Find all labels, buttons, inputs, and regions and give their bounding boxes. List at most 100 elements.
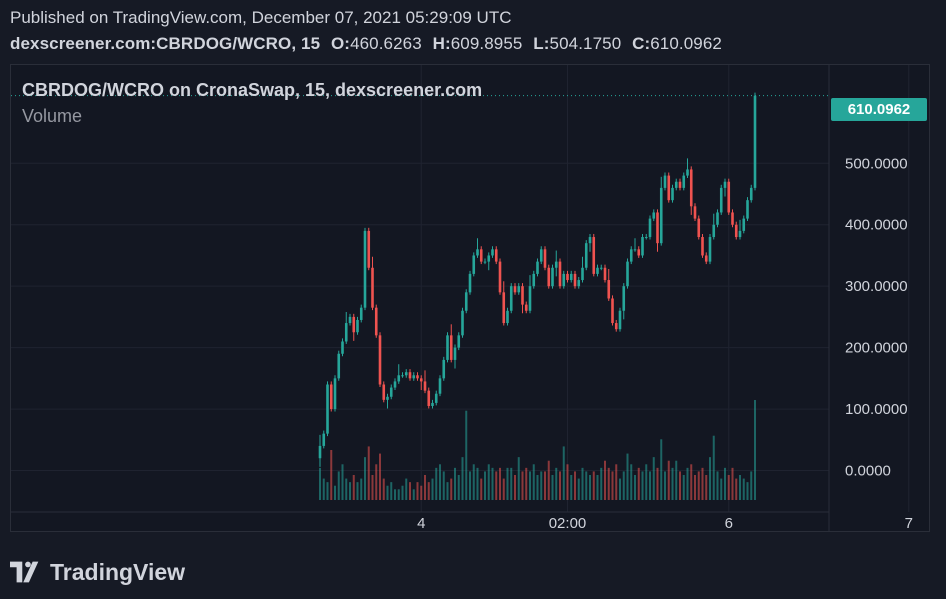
candle-body [622, 286, 626, 311]
volume-bar [574, 471, 576, 500]
volume-bar [544, 471, 546, 500]
y-tick-label: 0.0000 [845, 463, 891, 480]
volume-bar [607, 467, 610, 500]
volume-bar [427, 482, 430, 500]
candle-body [746, 200, 749, 219]
volume-bar [532, 464, 535, 500]
x-tick-label: 6 [725, 515, 733, 532]
volume-bar [326, 482, 329, 500]
volume-bar [424, 475, 426, 500]
ohlc-line: dexscreener.com:CBRDOG/WCRO, 15 O:460.62… [10, 34, 722, 54]
volume-bar [341, 464, 344, 500]
candle-body [558, 261, 562, 287]
volume-bar [502, 478, 505, 500]
volume-bar [386, 485, 389, 500]
chart-frame [10, 64, 930, 532]
candle-body [528, 286, 532, 311]
candle-body [329, 384, 333, 410]
close-value: 610.0962 [650, 34, 722, 53]
candle-body [637, 249, 641, 256]
y-tick-label: 500.0000 [845, 155, 908, 172]
tradingview-logo-icon [10, 561, 39, 583]
candle-body [626, 261, 629, 287]
candle-body [464, 292, 468, 311]
volume-bar [754, 400, 756, 500]
candle-body [401, 375, 404, 377]
candle-body [479, 249, 483, 262]
open-value: 460.6263 [350, 34, 422, 53]
candle-body [461, 310, 464, 336]
volume-bar [682, 475, 685, 500]
candle-body [678, 181, 682, 188]
volume-bar [679, 471, 681, 500]
volume-bar [701, 467, 704, 500]
high-label: H: [432, 34, 451, 53]
candle-body [731, 212, 734, 225]
volume-bar [439, 464, 441, 500]
volume-bar [337, 471, 340, 500]
candle-body [483, 261, 487, 263]
candle-body [348, 316, 352, 324]
candle-body [603, 267, 607, 281]
volume-bar [330, 450, 333, 500]
volume-bar [559, 471, 561, 500]
volume-bar [375, 464, 378, 500]
candle-body [326, 384, 329, 434]
volume-bar [720, 478, 723, 500]
volume-bar [405, 478, 408, 500]
candle-body [719, 187, 723, 213]
candle-body [423, 381, 427, 391]
symbol-label: dexscreener.com:CBRDOG/WCRO, 15 [10, 34, 321, 53]
y-tick-label: 200.0000 [845, 340, 908, 357]
candle-body [318, 445, 322, 459]
close-label: C: [632, 34, 651, 53]
volume-bar [750, 471, 753, 500]
volume-bar [457, 475, 460, 500]
candle-body [723, 181, 727, 188]
candle-body [629, 249, 633, 262]
volume-bar [484, 471, 486, 500]
volume-bar [630, 464, 633, 500]
open-label: O: [330, 34, 351, 53]
candle-body [738, 230, 742, 238]
volume-bar [495, 471, 498, 500]
candle-body [596, 267, 599, 274]
volume-bar [566, 464, 569, 500]
volume-bar [712, 435, 715, 500]
volume-bar [555, 467, 558, 500]
volume-bar [619, 478, 621, 500]
volume-bar [416, 482, 419, 500]
volume-bar [487, 464, 490, 500]
candle-body [457, 335, 461, 348]
tradingview-brand[interactable]: TradingView [10, 558, 185, 586]
candle-body [577, 280, 581, 287]
volume-bar [694, 475, 696, 500]
candle-body [547, 267, 551, 287]
candle-body [491, 249, 494, 256]
x-tick-label: 4 [417, 515, 425, 532]
volume-bar [746, 482, 749, 500]
volume-bar [686, 467, 689, 500]
candle-body [543, 249, 547, 268]
volume-bar [367, 446, 370, 500]
volume-bar [465, 410, 468, 500]
x-tick-label: 02:00 [549, 515, 587, 532]
volume-bar [600, 467, 603, 500]
x-tick-label: 7 [905, 515, 913, 532]
candle-body [648, 218, 652, 238]
candle-body [397, 375, 401, 382]
volume-bar [390, 482, 393, 500]
candle-body [671, 187, 674, 201]
candle-body [408, 372, 412, 379]
candle-body [708, 237, 712, 262]
candle-body [618, 310, 622, 330]
volume-bar [724, 467, 726, 500]
volume-bar [525, 467, 528, 500]
volume-bar [514, 475, 516, 500]
volume-bar [589, 475, 591, 500]
candle-body [367, 230, 371, 268]
volume-bar [611, 471, 614, 500]
volume-bar [585, 471, 588, 500]
candle-body [693, 206, 697, 219]
